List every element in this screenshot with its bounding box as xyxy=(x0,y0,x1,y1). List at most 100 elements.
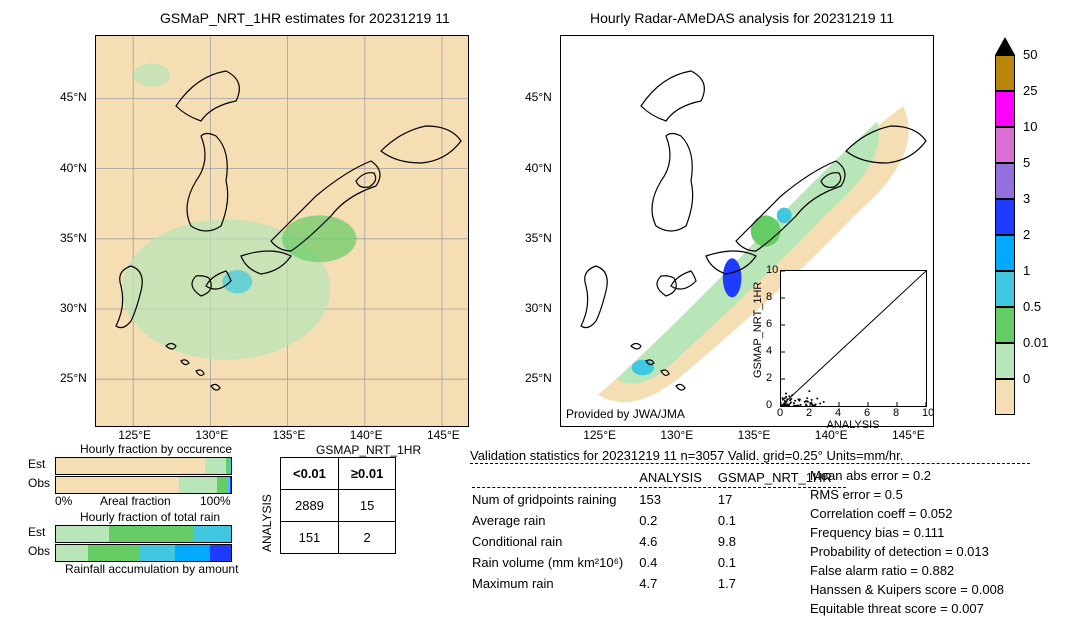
obs-label-rain: Obs xyxy=(28,544,50,558)
colorbar-seg xyxy=(995,127,1015,163)
st-h1 xyxy=(472,468,637,488)
colorbar-seg xyxy=(995,379,1015,415)
stats-cell: Average rain xyxy=(472,511,637,530)
occ-center-label: Areal fraction xyxy=(100,494,171,508)
bar-seg xyxy=(193,526,232,542)
ct-col1: <0.01 xyxy=(281,458,339,490)
stats-list-item: Mean abs error = 0.2 xyxy=(810,466,1004,485)
x-tick: 130°E xyxy=(195,428,228,442)
occ-est-bar xyxy=(55,457,232,475)
stats-cell: Rain volume (mm km²10⁶) xyxy=(472,553,637,572)
stats-list: Mean abs error = 0.2RMS error = 0.5Corre… xyxy=(810,466,1004,618)
ct-col2: ≥0.01 xyxy=(338,458,395,490)
bar-seg xyxy=(56,477,179,493)
y-tick: 45°N xyxy=(525,90,552,104)
occ-left-label: 0% xyxy=(55,494,72,508)
occ-right-label: 100% xyxy=(200,494,231,508)
inset-ylabel: GSMAP_NRT_1HR xyxy=(752,281,764,377)
stats-list-item: Hanssen & Kuipers score = 0.008 xyxy=(810,580,1004,599)
ct-c11: 2889 xyxy=(281,490,339,522)
stats-list-item: RMS error = 0.5 xyxy=(810,485,1004,504)
inset-ytick: 8 xyxy=(766,291,772,303)
inset-xtick: 10 xyxy=(922,407,934,419)
inset-xtick: 4 xyxy=(835,407,841,419)
x-tick: 140°E xyxy=(350,428,383,442)
y-tick: 25°N xyxy=(525,371,552,385)
x-tick: 140°E xyxy=(815,428,848,442)
x-tick: 135°E xyxy=(273,428,306,442)
st-h2: ANALYSIS xyxy=(639,468,716,488)
colorbar-tick: 10 xyxy=(1023,119,1037,134)
stats-table: ANALYSISGSMAP_NRT_1HR Num of gridpoints … xyxy=(470,466,848,595)
inset-xtick: 2 xyxy=(806,407,812,419)
stats-list-item: Correlation coeff = 0.052 xyxy=(810,504,1004,523)
provided-label: Provided by JWA/JMA xyxy=(566,407,685,421)
obs-label-occ: Obs xyxy=(28,476,50,490)
bar-seg xyxy=(210,545,231,561)
y-tick: 40°N xyxy=(60,161,87,175)
colorbar-tick: 3 xyxy=(1023,191,1030,206)
stats-cell: Conditional rain xyxy=(472,532,637,551)
y-tick: 40°N xyxy=(525,161,552,175)
left-map-title: GSMaP_NRT_1HR estimates for 20231219 11 xyxy=(160,10,450,26)
colorbar-tick: 0.01 xyxy=(1023,335,1048,350)
bar-seg xyxy=(179,477,218,493)
bar-seg xyxy=(109,526,193,542)
stats-list-item: Equitable threat score = 0.007 xyxy=(810,599,1004,618)
colorbar-tick: 2 xyxy=(1023,227,1030,242)
right-map-title: Hourly Radar-AMeDAS analysis for 2023121… xyxy=(590,10,894,26)
colorbar-tick: 1 xyxy=(1023,263,1030,278)
stats-cell: Num of gridpoints raining xyxy=(472,490,637,509)
colorbar-tick: 0.5 xyxy=(1023,299,1041,314)
x-tick: 125°E xyxy=(118,428,151,442)
inset-ytick: 6 xyxy=(766,318,772,330)
inset-ytick: 0 xyxy=(766,399,772,411)
bar-seg xyxy=(217,477,228,493)
ct-c12: 15 xyxy=(338,490,395,522)
rain-est-bar xyxy=(55,525,232,543)
inset-ytick: 4 xyxy=(766,345,772,357)
inset-xtick: 8 xyxy=(893,407,899,419)
y-tick: 45°N xyxy=(60,90,87,104)
ct-c21: 151 xyxy=(281,522,339,554)
hourly-occ-title: Hourly fraction by occurence xyxy=(80,442,232,456)
colorbar-seg xyxy=(995,91,1015,127)
stats-cell: 153 xyxy=(639,490,716,509)
colorbar-seg xyxy=(995,235,1015,271)
inset-ytick: 10 xyxy=(766,264,778,276)
bar-seg xyxy=(230,477,231,493)
colorbar-seg xyxy=(995,55,1015,91)
bar-seg xyxy=(56,458,205,474)
stats-cell: Maximum rain xyxy=(472,574,637,593)
colorbar-tick: 0 xyxy=(1023,371,1030,386)
inset-xtick: 0 xyxy=(777,407,783,419)
contingency-table: <0.01≥0.01 288915 1512 xyxy=(280,457,396,554)
bar-seg xyxy=(56,545,88,561)
y-tick: 35°N xyxy=(525,231,552,245)
scatter-inset xyxy=(780,270,927,407)
bar-seg xyxy=(88,545,141,561)
rain-obs-bar xyxy=(55,544,232,562)
ct-row-header: ANALYSIS xyxy=(260,494,274,552)
x-tick: 135°E xyxy=(738,428,771,442)
left-map-panel xyxy=(95,35,469,427)
stats-list-item: False alarm ratio = 0.882 xyxy=(810,561,1004,580)
stats-cell: 0.2 xyxy=(639,511,716,530)
colorbar-seg xyxy=(995,307,1015,343)
colorbar-seg xyxy=(995,163,1015,199)
colorbar-tick: 5 xyxy=(1023,155,1030,170)
colorbar: 50251053210.50.010 xyxy=(995,55,1015,415)
rain-foot-label: Rainfall accumulation by amount xyxy=(65,562,238,576)
hourly-rain-title: Hourly fraction of total rain xyxy=(80,510,220,524)
stats-cell: 4.6 xyxy=(639,532,716,551)
ct-c22: 2 xyxy=(338,522,395,554)
colorbar-seg xyxy=(995,343,1015,379)
colorbar-seg xyxy=(995,271,1015,307)
stats-header: Validation statistics for 20231219 11 n=… xyxy=(470,448,1030,464)
x-tick: 130°E xyxy=(660,428,693,442)
x-tick: 145°E xyxy=(892,428,925,442)
ct-col-header: GSMAP_NRT_1HR xyxy=(316,443,421,457)
colorbar-seg xyxy=(995,199,1015,235)
x-tick: 125°E xyxy=(583,428,616,442)
stats-list-item: Frequency bias = 0.111 xyxy=(810,523,1004,542)
